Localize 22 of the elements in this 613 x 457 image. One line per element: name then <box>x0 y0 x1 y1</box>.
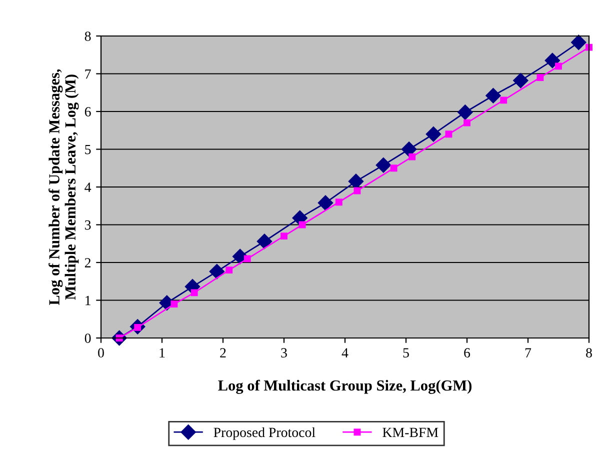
x-tick-label: 6 <box>464 348 470 358</box>
legend-label: KM-BFM <box>382 428 438 438</box>
x-axis-title: Log of Multicast Group Size, Log(GM) <box>218 380 472 394</box>
x-tick-label: 2 <box>220 348 226 358</box>
x-tick-label: 5 <box>403 348 409 358</box>
y-tick-label: 1 <box>86 296 90 306</box>
x-tick-label: 7 <box>525 348 532 358</box>
x-tick-label: 4 <box>342 348 348 358</box>
legend-label: Proposed Protocol <box>214 427 316 440</box>
y-tick-label: 5 <box>85 144 91 154</box>
x-tick-label: 8 <box>586 348 592 358</box>
y-tick-label: 8 <box>84 32 91 41</box>
x-tick-label: 0 <box>98 348 104 358</box>
y-tick-label: 7 <box>85 69 91 79</box>
y-tick-label: 0 <box>84 334 91 343</box>
y-axis-title: Log of Number of Update Messages, Multiple Members Leave, Log (M) <box>48 69 79 305</box>
y-tick-label: 4 <box>84 182 92 192</box>
y-tick-label: 3 <box>84 220 91 230</box>
y-tick-label: 2 <box>84 258 91 268</box>
y-tick-label: 6 <box>84 107 91 116</box>
x-tick-label: 1 <box>160 348 165 358</box>
x-tick-label: 3 <box>281 348 287 358</box>
